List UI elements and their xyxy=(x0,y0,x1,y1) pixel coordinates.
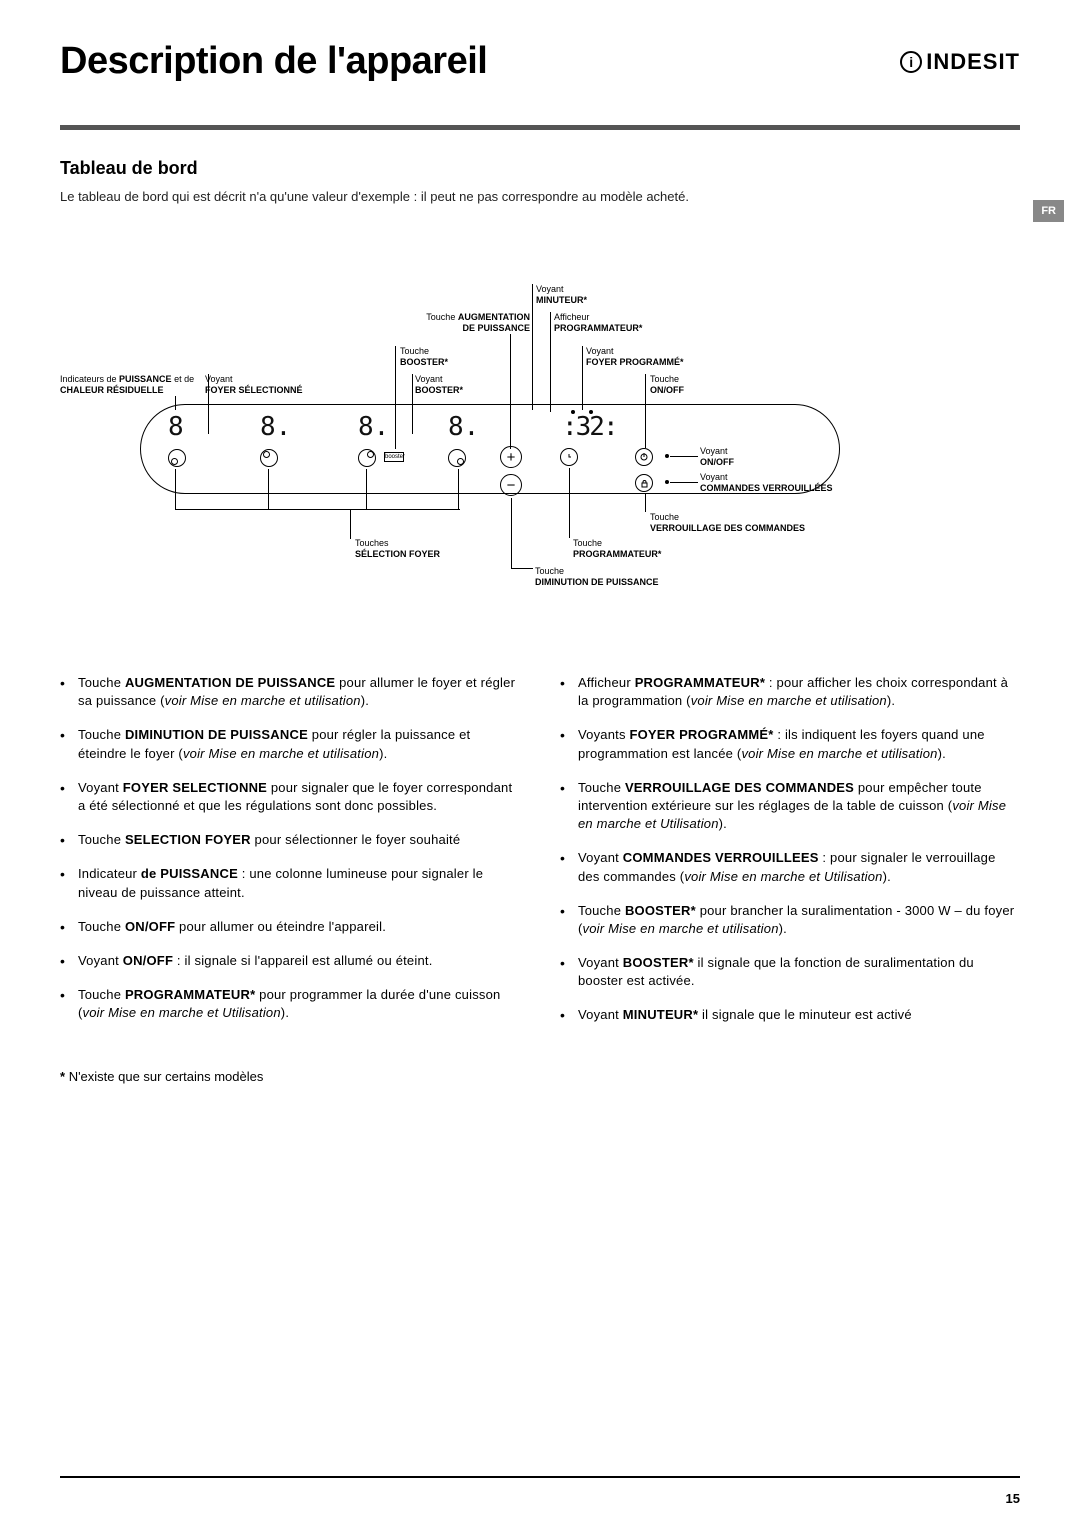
label-touche-lock: ToucheVERROUILLAGE DES COMMANDES xyxy=(650,512,805,534)
label-touche-prog: TouchePROGRAMMATEUR* xyxy=(573,538,661,560)
intro-text: Le tableau de bord qui est décrit n'a qu… xyxy=(60,189,1020,204)
bullet-item: Touche BOOSTER* pour brancher la suralim… xyxy=(560,902,1020,938)
timer-button-icon xyxy=(560,448,578,466)
control-panel-diagram: 8 8. 8. 8. :32: booster + − Indicateurs … xyxy=(60,284,1020,624)
label-touches-sel: TouchesSÉLECTION FOYER xyxy=(355,538,440,560)
timer-dot xyxy=(571,410,575,414)
page-title: Description de l'appareil xyxy=(60,40,487,83)
label-voyant-minuteur: VoyantMINUTEUR* xyxy=(536,284,587,306)
bullet-item: Voyants FOYER PROGRAMMÉ* : ils indiquent… xyxy=(560,726,1020,762)
bullet-item: Touche DIMINUTION DE PUISSANCE pour régl… xyxy=(60,726,520,762)
bullet-item: Afficheur PROGRAMMATEUR* : pour afficher… xyxy=(560,674,1020,710)
zone-select-1-icon xyxy=(168,449,186,467)
bullet-item: Voyant BOOSTER* il signale que la foncti… xyxy=(560,954,1020,990)
brand-dot-icon: i xyxy=(900,51,922,73)
display-timer: :32: xyxy=(562,412,617,442)
display-zone-3: 8. xyxy=(358,412,389,442)
brand-logo: i INDESIT xyxy=(900,49,1020,75)
label-afficheur-prog: AfficheurPROGRAMMATEUR* xyxy=(554,312,642,334)
bullet-item: Touche AUGMENTATION DE PUISSANCE pour al… xyxy=(60,674,520,710)
bullets-right: Afficheur PROGRAMMATEUR* : pour afficher… xyxy=(560,674,1020,1041)
bullet-item: Touche PROGRAMMATEUR* pour programmer la… xyxy=(60,986,520,1022)
brand-text: INDESIT xyxy=(926,49,1020,75)
power-plus-icon: + xyxy=(500,446,522,468)
bullets-left: Touche AUGMENTATION DE PUISSANCE pour al… xyxy=(60,674,520,1041)
bullet-item: Voyant MINUTEUR* il signale que le minut… xyxy=(560,1006,1020,1024)
section-title: Tableau de bord xyxy=(60,158,1020,179)
page-number: 15 xyxy=(1006,1491,1020,1506)
zone-select-2-icon xyxy=(260,449,278,467)
label-touche-dim: ToucheDIMINUTION DE PUISSANCE xyxy=(535,566,659,588)
bullet-item: Indicateur de PUISSANCE : une colonne lu… xyxy=(60,865,520,901)
display-zone-2: 8. xyxy=(260,412,291,442)
bullet-item: Touche ON/OFF pour allumer ou éteindre l… xyxy=(60,918,520,936)
label-voyant-lock: VoyantCOMMANDES VERROUILLÉES xyxy=(700,472,833,494)
timer-dot xyxy=(589,410,593,414)
onoff-button-icon xyxy=(635,448,653,466)
label-touche-onoff: ToucheON/OFF xyxy=(650,374,684,396)
power-minus-icon: − xyxy=(500,474,522,496)
label-touche-aug: Touche AUGMENTATIONDE PUISSANCE xyxy=(380,312,530,334)
bullet-item: Voyant FOYER SELECTIONNE pour signaler q… xyxy=(60,779,520,815)
booster-button-icon: booster xyxy=(384,452,404,462)
bullet-item: Voyant ON/OFF : il signale si l'appareil… xyxy=(60,952,520,970)
label-ind-puissance: Indicateurs de PUISSANCE et de CHALEUR R… xyxy=(60,374,200,396)
lock-button-icon xyxy=(635,474,653,492)
bullet-item: Touche VERROUILLAGE DES COMMANDES pour e… xyxy=(560,779,1020,834)
bullet-columns: Touche AUGMENTATION DE PUISSANCE pour al… xyxy=(60,674,1020,1041)
label-touche-booster: ToucheBOOSTER* xyxy=(400,346,480,368)
label-voyant-foyer-sel: VoyantFOYER SÉLECTIONNÉ xyxy=(205,374,355,396)
display-zone-4: 8. xyxy=(448,412,479,442)
bullet-item: Touche SELECTION FOYER pour sélectionner… xyxy=(60,831,520,849)
divider-bottom xyxy=(60,1476,1020,1478)
divider-thick xyxy=(60,125,1020,130)
page-header: Description de l'appareil i INDESIT xyxy=(60,40,1020,83)
zone-select-4-icon xyxy=(448,449,466,467)
bullet-item: Voyant COMMANDES VERROUILLEES : pour sig… xyxy=(560,849,1020,885)
label-voyant-onoff: VoyantON/OFF xyxy=(700,446,734,468)
label-voyant-foyer-prog: VoyantFOYER PROGRAMMÉ* xyxy=(586,346,684,368)
lock-led-dot xyxy=(665,480,669,484)
zone-select-3-icon xyxy=(358,449,376,467)
onoff-led-dot xyxy=(665,454,669,458)
language-tag: FR xyxy=(1033,200,1064,222)
display-zone-1: 8 xyxy=(168,412,184,442)
footnote: * N'existe que sur certains modèles xyxy=(60,1069,1020,1084)
label-voyant-booster: VoyantBOOSTER* xyxy=(415,374,495,396)
